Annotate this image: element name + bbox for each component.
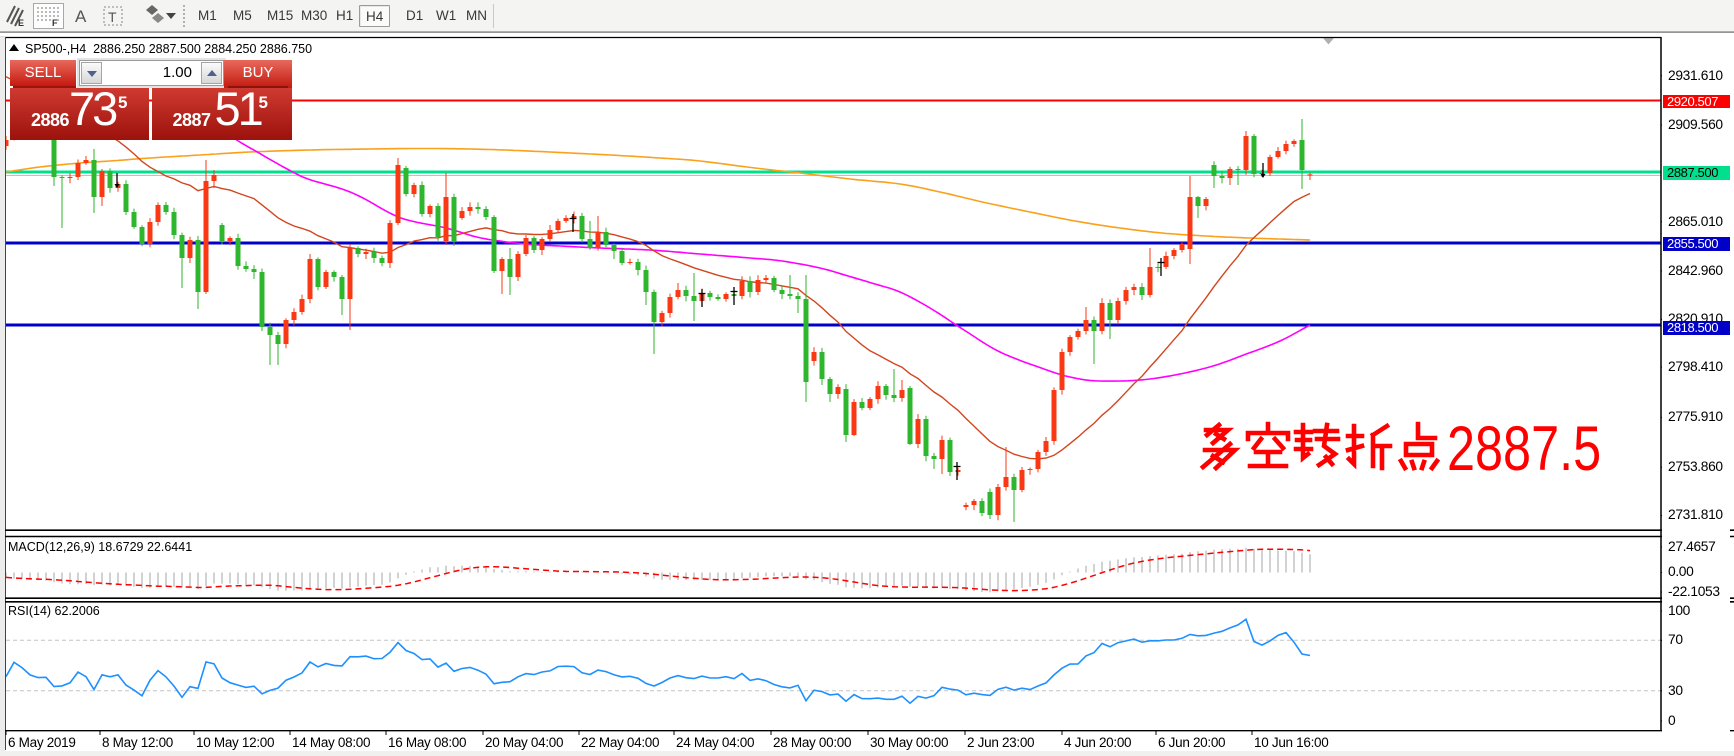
svg-text:2887.5: 2887.5 [1447, 414, 1601, 485]
svg-text:E: E [18, 18, 24, 28]
svg-text:F: F [52, 18, 58, 28]
svg-text:T: T [108, 9, 117, 25]
svg-text:A: A [75, 7, 87, 26]
